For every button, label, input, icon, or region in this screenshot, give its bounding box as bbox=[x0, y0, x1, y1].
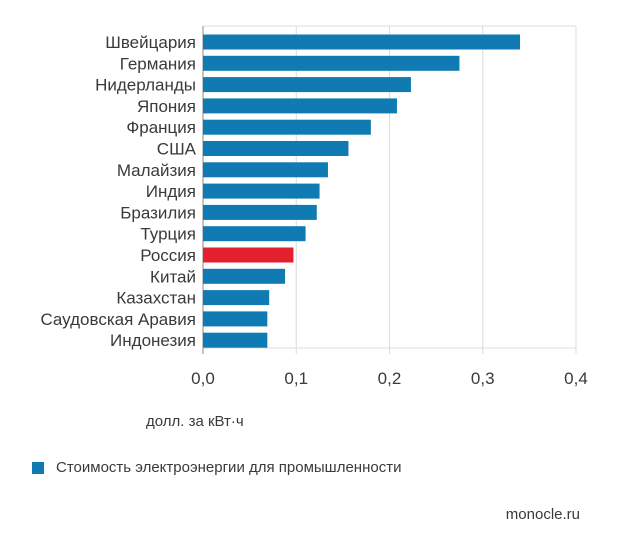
bar bbox=[203, 226, 306, 242]
category-label: Франция bbox=[126, 118, 196, 137]
bar bbox=[203, 77, 411, 93]
x-axis-unit-label: долл. за кВт·ч bbox=[146, 413, 244, 430]
category-label: Россия bbox=[140, 246, 196, 265]
category-label: Бразилия bbox=[120, 203, 196, 222]
category-label: Индонезия bbox=[110, 331, 196, 350]
category-label: США bbox=[157, 140, 197, 159]
bar-chart: Швейцария Германия Нидерланды Япония Франция… bbox=[40, 25, 588, 388]
bar bbox=[203, 183, 320, 199]
bar bbox=[203, 290, 270, 306]
category-label: Германия bbox=[120, 54, 196, 73]
x-tick-label: 0,4 bbox=[564, 369, 588, 388]
category-label: Турция bbox=[140, 225, 196, 244]
chart-bars bbox=[203, 34, 521, 348]
category-label: Малайзия bbox=[117, 161, 196, 180]
legend-label: Стоимость электроэнергии для промышленно… bbox=[56, 459, 402, 476]
source-label: monocle.ru bbox=[505, 506, 580, 523]
bar bbox=[203, 204, 317, 220]
bar bbox=[203, 162, 328, 178]
bar bbox=[203, 332, 268, 348]
legend: Стоимость электроэнергии для промышленно… bbox=[32, 459, 401, 476]
x-tick-label: 0,3 bbox=[471, 369, 495, 388]
category-label: Казахстан bbox=[116, 289, 196, 308]
x-tick-label: 0,2 bbox=[378, 369, 402, 388]
bar bbox=[203, 55, 460, 71]
x-axis-ticks: 0,0 0,1 0,2 0,3 0,4 bbox=[191, 369, 588, 388]
category-label: Япония bbox=[137, 97, 196, 116]
category-label: Китай bbox=[150, 267, 196, 286]
x-tick-label: 0,0 bbox=[191, 369, 215, 388]
legend-swatch bbox=[32, 461, 44, 474]
bar bbox=[203, 98, 397, 114]
bar bbox=[203, 268, 286, 284]
bar bbox=[203, 141, 349, 156]
category-label: Швейцария bbox=[105, 33, 196, 52]
x-tick-label: 0,1 bbox=[284, 369, 308, 388]
category-label: Саудовская Аравия bbox=[40, 310, 196, 329]
bar bbox=[203, 34, 521, 50]
bar bbox=[203, 247, 294, 263]
bar bbox=[203, 119, 371, 135]
bar bbox=[203, 311, 268, 327]
category-label: Индия bbox=[146, 182, 196, 201]
category-label: Нидерланды bbox=[95, 76, 196, 95]
category-labels: Швейцария Германия Нидерланды Япония Франция… bbox=[40, 33, 196, 350]
